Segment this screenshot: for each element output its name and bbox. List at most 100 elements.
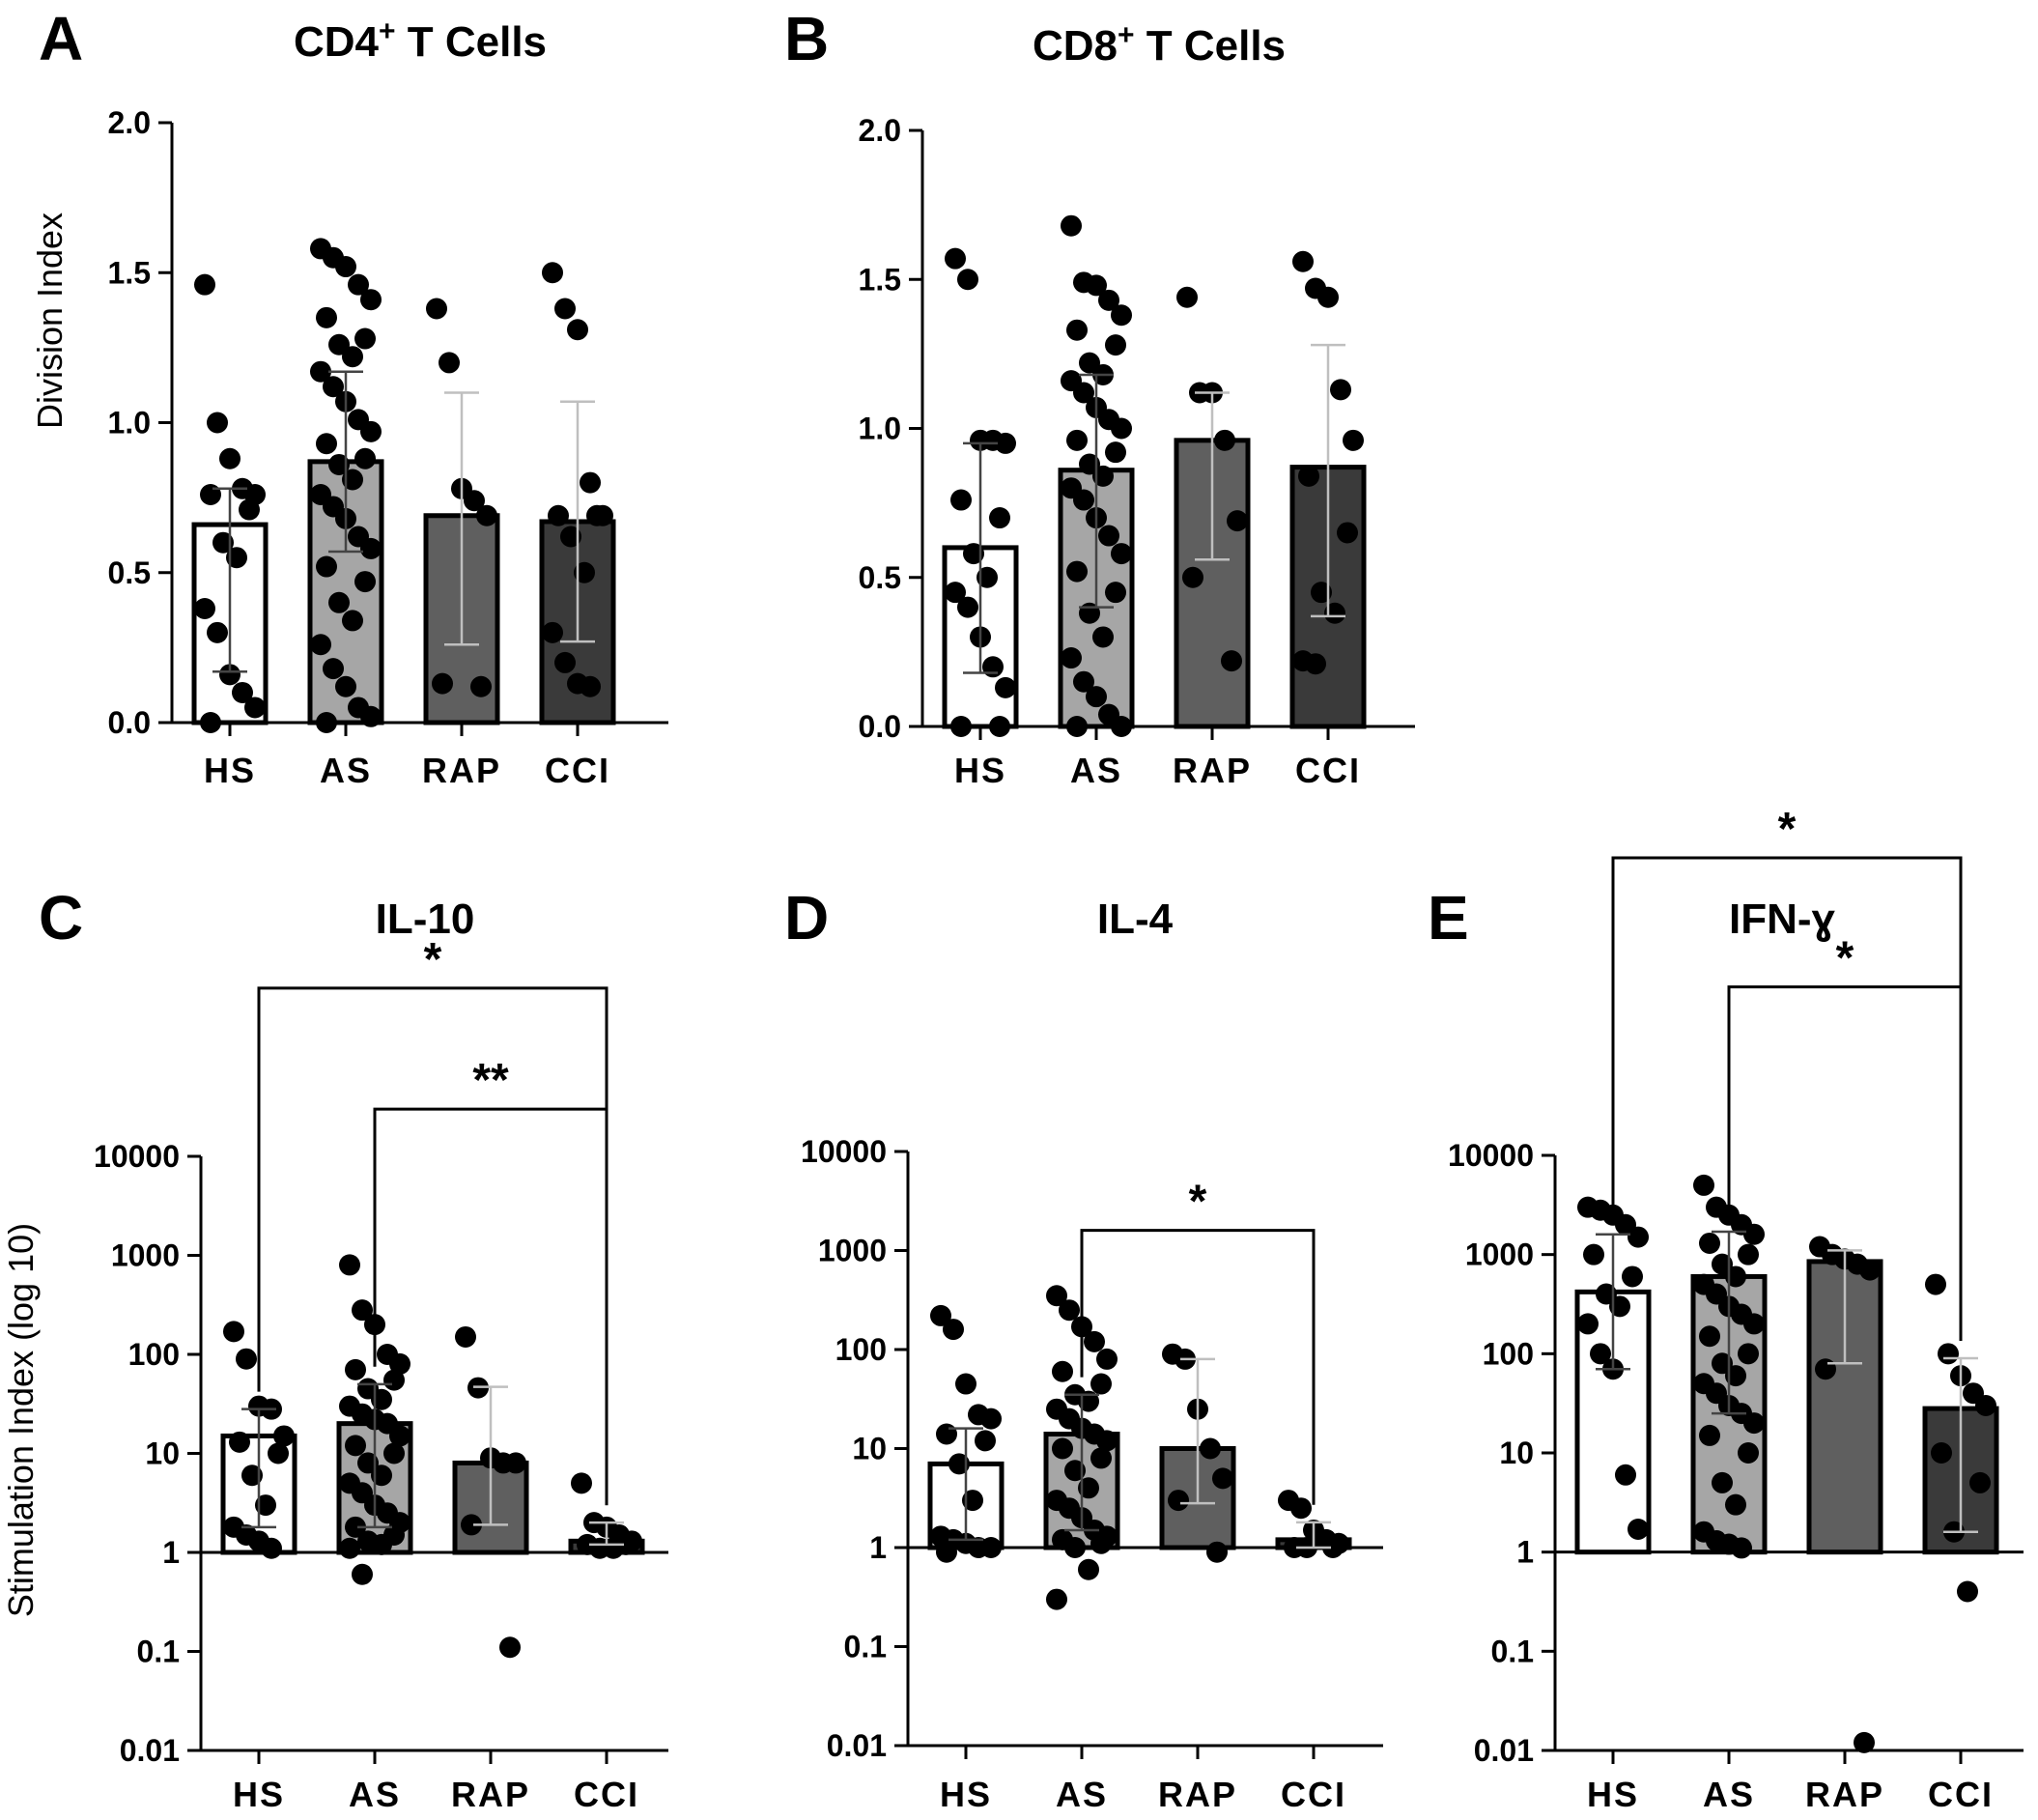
y-tick-label-e: 0.01 — [1474, 1733, 1534, 1768]
data-point-b-hs — [995, 432, 1016, 454]
y-axis-label-c: Stimulation Index (log 10) — [1, 1223, 41, 1617]
y-tick-label-b: 2.0 — [859, 113, 901, 148]
data-point-e-cci — [1938, 1343, 1959, 1365]
data-point-a-as — [360, 537, 382, 559]
data-point-d-as — [1046, 1588, 1067, 1610]
data-point-d-as — [1078, 1390, 1099, 1412]
data-point-d-as — [1046, 1285, 1067, 1307]
significance-label-d: * — [1189, 1177, 1207, 1228]
data-point-b-as — [1092, 465, 1114, 487]
significance-bracket-e — [1727, 985, 1963, 1341]
data-point-e-as — [1699, 1325, 1720, 1348]
panel-title-e: IFN-ɣ — [1729, 896, 1836, 943]
data-point-d-as — [1090, 1373, 1112, 1395]
panel-letter-d: D — [784, 883, 829, 953]
y-tick-label-c: 10000 — [94, 1139, 180, 1174]
data-point-c-as — [345, 1435, 366, 1457]
y-tick-label-d: 1000 — [818, 1234, 887, 1268]
data-point-b-as — [1092, 626, 1114, 648]
data-point-a-rap — [439, 352, 460, 374]
x-tick-label-c-as: AS — [349, 1775, 401, 1814]
data-point-b-as — [1086, 274, 1107, 297]
x-tick-label-a-cci: CCI — [545, 751, 610, 790]
x-tick-label-e-hs: HS — [1587, 1775, 1639, 1814]
y-axis-label-a: Division Index — [30, 213, 70, 429]
data-point-c-as — [371, 1388, 392, 1410]
panel-letter-e: E — [1428, 883, 1469, 953]
data-point-b-as — [1061, 647, 1082, 669]
data-point-e-hs — [1615, 1464, 1636, 1486]
data-point-d-as — [1090, 1447, 1112, 1469]
data-point-b-cci — [1305, 653, 1326, 675]
data-point-b-as — [1073, 382, 1094, 404]
y-tick-label-d: 10000 — [801, 1134, 887, 1169]
y-tick-label-a: 2.0 — [108, 105, 151, 140]
data-point-d-as — [1078, 1477, 1099, 1499]
data-point-b-rap — [1176, 286, 1198, 308]
significance-bracket-c — [373, 1107, 609, 1506]
data-point-d-hs — [975, 1430, 996, 1452]
y-tick-label-a: 0.0 — [108, 705, 151, 740]
data-point-d-hs — [980, 1537, 1002, 1558]
data-point-b-rap — [1214, 429, 1235, 451]
x-tick-label-e-as: AS — [1703, 1775, 1755, 1814]
data-point-c-as — [371, 1533, 392, 1555]
data-point-b-hs — [950, 716, 972, 737]
y-tick-label-e: 1000 — [1465, 1237, 1534, 1272]
data-point-e-as — [1712, 1253, 1733, 1275]
data-point-e-as — [1743, 1412, 1765, 1435]
data-point-c-rap — [505, 1452, 526, 1474]
panel-d-il4: D IL-4 0.01 0.1 1 10 100 1000 10000 HS AS RAP CCI * — [784, 883, 1383, 1814]
panel-c-il10: C IL-10 Stimulation Index (log 10) 0.01 0… — [1, 883, 668, 1814]
data-point-a-hs — [219, 447, 241, 469]
panel-title-b: CD8+ T Cells — [1033, 19, 1286, 71]
data-point-d-hs — [980, 1408, 1002, 1430]
significance-bracket-c — [257, 986, 609, 1506]
data-point-a-as — [360, 705, 382, 727]
data-point-b-as — [1066, 560, 1088, 583]
data-point-d-as — [1064, 1460, 1086, 1482]
data-point-b-hs — [989, 716, 1010, 737]
data-point-c-hs — [236, 1348, 257, 1370]
y-tick-label-d: 100 — [835, 1332, 887, 1367]
data-point-b-hs — [945, 582, 966, 604]
data-point-d-hs — [955, 1373, 977, 1395]
panel-a-cd4-division: A CD4+ T Cells Division Index 0.0 0.5 1.0 1… — [30, 4, 668, 790]
x-tick-label-a-rap: RAP — [422, 751, 501, 790]
data-point-a-as — [354, 327, 376, 350]
data-point-a-as — [316, 306, 337, 328]
panel-letter-b: B — [784, 4, 829, 73]
data-point-b-hs — [963, 543, 984, 565]
data-point-a-rap — [464, 490, 485, 512]
data-point-c-hs — [268, 1442, 289, 1465]
data-point-e-hs — [1622, 1265, 1643, 1288]
x-tick-label-b-rap: RAP — [1173, 751, 1252, 790]
data-point-c-hs — [273, 1425, 295, 1447]
y-tick-label-a: 1.0 — [108, 406, 151, 441]
data-point-b-cci — [1343, 429, 1364, 451]
data-point-a-as — [323, 376, 344, 398]
data-point-b-cci — [1292, 250, 1314, 272]
data-point-d-as — [1096, 1348, 1118, 1370]
data-point-a-hs — [200, 484, 221, 506]
plot-area-a: 0.0 0.5 1.0 1.5 2.0 HS AS RAP CCI — [108, 105, 668, 790]
significance-label-e: * — [1778, 804, 1797, 855]
y-tick-label-c: 0.01 — [120, 1733, 180, 1768]
data-point-d-as — [1052, 1360, 1073, 1382]
data-point-d-hs — [936, 1541, 957, 1563]
data-point-d-as — [1096, 1430, 1118, 1452]
data-point-b-as — [1086, 686, 1107, 708]
data-point-a-cci — [542, 621, 563, 643]
data-point-a-rap — [426, 298, 447, 320]
data-point-d-hs — [962, 1490, 983, 1512]
plot-area-d: 0.01 0.1 1 10 100 1000 10000 HS AS RAP CCI * — [801, 1134, 1383, 1814]
data-point-e-as — [1738, 1343, 1759, 1365]
data-point-c-cci — [571, 1472, 592, 1494]
data-point-a-cci — [560, 526, 581, 548]
data-point-a-cci — [586, 504, 608, 526]
data-point-d-hs — [930, 1304, 951, 1326]
x-tick-label-b-as: AS — [1070, 751, 1122, 790]
x-tick-label-e-cci: CCI — [1928, 1775, 1994, 1814]
data-point-e-hs — [1628, 1519, 1649, 1541]
y-tick-label-e: 10000 — [1448, 1138, 1534, 1173]
